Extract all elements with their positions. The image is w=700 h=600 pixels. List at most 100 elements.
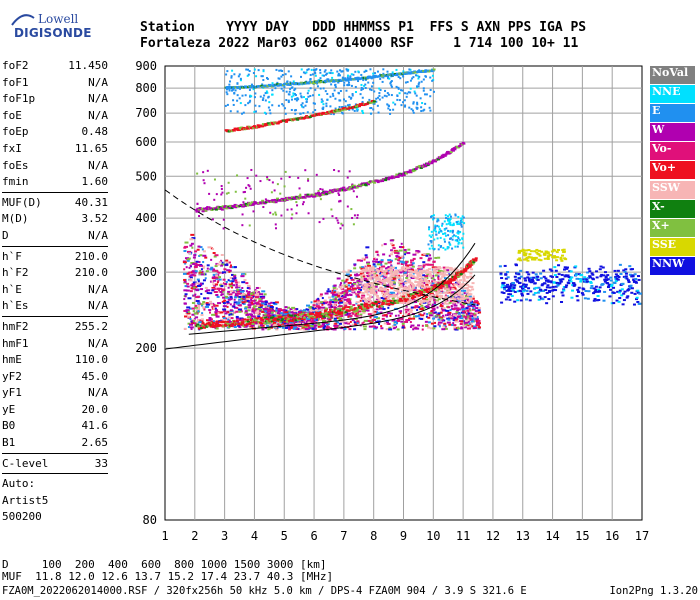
echo-point	[274, 201, 278, 204]
echo-point	[385, 276, 388, 279]
echo-point	[294, 98, 297, 101]
echo-point	[413, 306, 417, 309]
echo-point	[198, 261, 201, 264]
echo-point	[203, 308, 206, 311]
echo-point	[463, 292, 466, 295]
echo-point	[236, 320, 240, 323]
echo-point	[437, 275, 440, 278]
echo-point	[376, 263, 381, 266]
echo-point	[329, 327, 332, 330]
echo-point	[360, 88, 363, 91]
echo-point	[338, 194, 341, 197]
echo-point	[423, 253, 427, 256]
param-row: C-level 33	[2, 456, 108, 473]
echo-point	[318, 112, 322, 115]
echo-point	[275, 68, 278, 71]
echo-point	[248, 287, 251, 290]
echo-point	[375, 326, 379, 329]
echo-point	[455, 317, 459, 320]
echo-point	[245, 186, 248, 189]
echo-point	[221, 288, 226, 291]
echo-point	[303, 196, 307, 199]
echo-point	[183, 289, 188, 292]
echo-point	[454, 287, 457, 290]
echo-point	[309, 73, 312, 76]
echo-point	[283, 313, 288, 316]
echo-point	[459, 273, 463, 276]
echo-point	[230, 75, 233, 78]
echo-point	[288, 328, 292, 331]
echo-point	[416, 107, 419, 110]
echo-point	[367, 313, 372, 316]
echo-point	[342, 98, 345, 101]
echo-point	[429, 263, 434, 266]
echo-point	[380, 267, 384, 270]
echo-point	[198, 306, 201, 309]
echo-point	[446, 215, 449, 218]
echo-point	[187, 258, 191, 261]
echo-point	[193, 274, 197, 277]
echo-point	[432, 218, 435, 221]
echo-point	[348, 274, 352, 277]
echo-point	[476, 302, 480, 305]
echo-point	[264, 198, 267, 201]
echo-point	[447, 311, 452, 314]
echo-point	[431, 303, 434, 306]
echo-point	[424, 102, 427, 105]
echo-point	[199, 270, 202, 273]
echo-point	[256, 286, 261, 289]
echo-point	[330, 208, 333, 211]
echo-point	[424, 296, 428, 299]
echo-point	[326, 92, 329, 95]
echo-point	[472, 295, 475, 298]
echo-point	[353, 308, 358, 311]
echo-point	[401, 261, 404, 264]
echo-point	[389, 282, 393, 285]
echo-point	[446, 288, 450, 291]
echo-point	[319, 198, 322, 201]
echo-point	[410, 296, 414, 299]
echo-point	[323, 313, 327, 316]
echo-point	[451, 291, 455, 294]
echo-point	[414, 270, 418, 273]
echo-point	[410, 261, 413, 264]
echo-point	[369, 321, 373, 324]
echo-point	[267, 312, 271, 315]
echo-point	[339, 200, 342, 203]
echo-point	[254, 312, 259, 315]
echo-point	[366, 262, 370, 265]
echo-point	[406, 81, 409, 84]
echo-point	[453, 298, 457, 301]
echo-point	[291, 86, 294, 89]
echo-point	[366, 307, 370, 310]
echo-point	[467, 285, 471, 288]
echo-point	[460, 242, 463, 245]
logo-line2: DIGISONDE	[14, 26, 92, 40]
echo-point	[381, 317, 385, 320]
echo-point	[232, 320, 236, 323]
echo-point	[419, 292, 423, 295]
echo-point	[259, 295, 263, 298]
echo-point	[421, 324, 424, 327]
echo-point	[407, 286, 411, 289]
echo-point	[339, 283, 342, 286]
echo-point	[254, 304, 257, 307]
param-value: 11.450	[68, 59, 108, 72]
echo-point	[448, 219, 451, 222]
echo-point	[268, 179, 271, 182]
echo-point	[347, 275, 350, 278]
echo-point	[427, 267, 431, 270]
echo-point	[256, 303, 260, 306]
echo-point	[408, 264, 412, 267]
echo-point	[332, 301, 335, 304]
echo-point	[215, 274, 219, 277]
echo-point	[272, 323, 276, 326]
echo-point	[266, 76, 269, 79]
echo-point	[276, 318, 280, 321]
echo-point	[202, 306, 207, 309]
echo-point	[333, 317, 337, 320]
echo-point	[466, 296, 470, 299]
echo-point	[435, 230, 438, 233]
echo-point	[195, 299, 200, 302]
echo-point	[357, 313, 360, 316]
